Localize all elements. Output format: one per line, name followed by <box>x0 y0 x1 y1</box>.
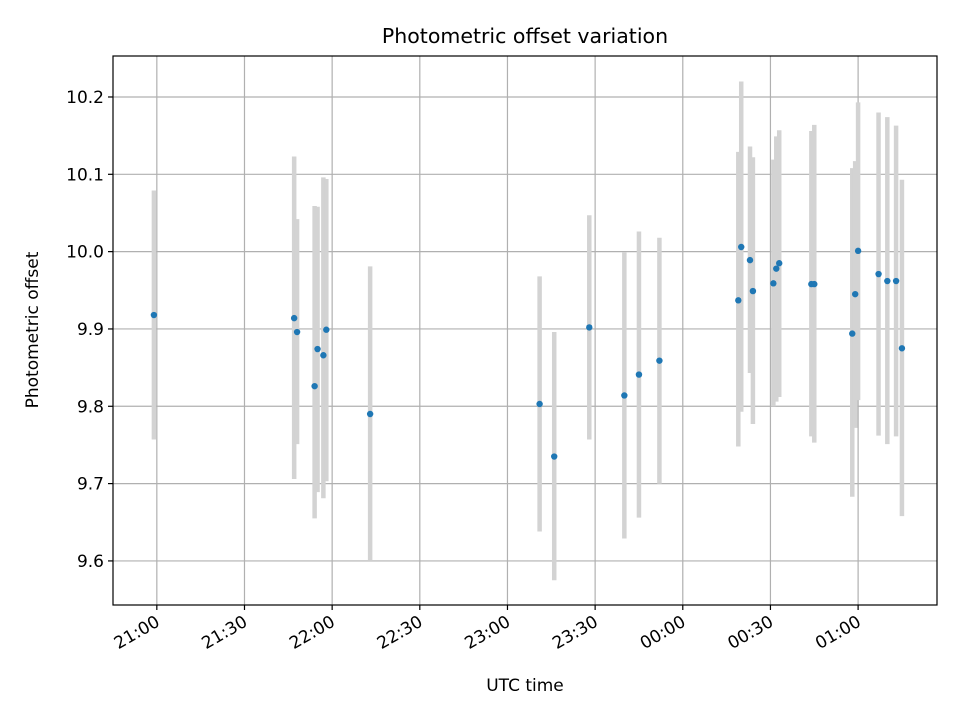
data-point <box>811 280 818 288</box>
data-point <box>290 314 298 322</box>
data-point <box>776 260 783 267</box>
y-tick-label: 10.2 <box>66 88 104 108</box>
y-tick-label: 9.8 <box>77 397 104 417</box>
y-tick-label: 10.1 <box>66 165 104 185</box>
data-point <box>884 277 891 285</box>
data-point <box>536 400 543 408</box>
data-point <box>854 247 862 255</box>
data-point <box>773 265 780 272</box>
data-point <box>851 290 859 298</box>
data-point <box>770 280 777 287</box>
data-point <box>551 453 558 460</box>
data-point <box>366 410 374 418</box>
data-point <box>311 382 318 390</box>
data-point <box>738 243 745 251</box>
data-point <box>586 324 593 331</box>
y-tick-label: 9.6 <box>77 552 104 572</box>
data-point <box>849 330 856 337</box>
chart-title: Photometric offset variation <box>382 24 668 48</box>
data-point <box>656 357 663 364</box>
data-point <box>635 371 643 378</box>
y-tick-label: 9.9 <box>77 320 104 340</box>
y-axis-ticks: 9.6 9.7 9.8 9.9 10.0 10.1 10.2 <box>66 88 113 572</box>
data-point <box>735 297 742 304</box>
x-axis-title: UTC time <box>486 676 564 696</box>
plot-frame <box>112 55 938 606</box>
data-point <box>314 345 321 353</box>
y-axis-title: Photometric offset <box>23 251 43 408</box>
data-point <box>749 287 757 295</box>
data-point <box>892 277 900 285</box>
data-point <box>746 256 754 264</box>
data-point <box>150 311 158 319</box>
data-point <box>875 270 882 278</box>
data-points <box>150 243 906 460</box>
data-point <box>323 326 330 333</box>
data-point <box>898 345 906 352</box>
data-point <box>621 392 628 399</box>
y-tick-label: 9.7 <box>77 475 104 495</box>
y-tick-label: 10.0 <box>66 243 104 263</box>
data-point <box>293 328 301 336</box>
data-point <box>320 352 327 359</box>
